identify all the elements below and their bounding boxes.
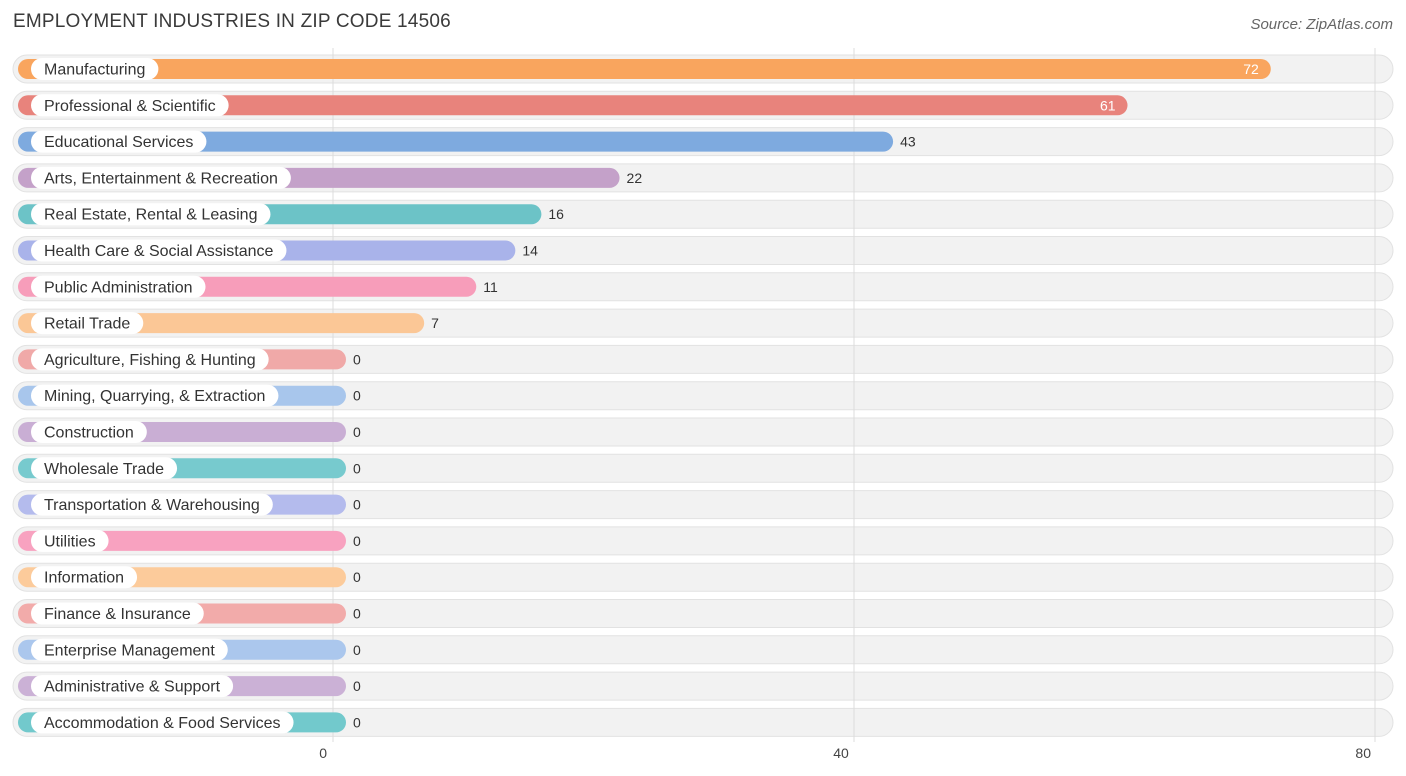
category-label: Retail Trade	[44, 316, 130, 333]
tick-label: 0	[319, 745, 327, 761]
category-label: Real Estate, Rental & Leasing	[44, 207, 257, 224]
row-background	[12, 344, 1394, 374]
row-background	[12, 635, 1394, 665]
value-label: 0	[353, 533, 361, 549]
row-background	[12, 417, 1394, 447]
category-label: Transportation & Warehousing	[44, 497, 260, 514]
value-label: 0	[353, 388, 361, 404]
value-label: 0	[353, 497, 361, 513]
category-label: Construction	[44, 425, 134, 442]
bar-row-mining-quarrying-extraction: Mining, Quarrying, & Extraction 0	[18, 384, 361, 407]
label-pill	[31, 675, 234, 698]
label-pill	[31, 58, 159, 80]
category-label: Finance & Insurance	[44, 606, 191, 623]
value-label: 7	[431, 315, 439, 331]
label-pill	[31, 130, 207, 153]
value-label: 16	[548, 206, 564, 222]
bar-row-health-care-social-assistance: Health Care & Social Assistance 14	[18, 239, 538, 262]
row-background	[12, 490, 1394, 520]
label-pill	[31, 529, 109, 552]
bar-row-accommodation-food-services: Accommodation & Food Services 0	[18, 711, 361, 734]
value-label: 0	[353, 714, 361, 730]
bar	[18, 59, 1271, 79]
tick-label: 80	[1355, 745, 1371, 761]
category-label: Arts, Entertainment & Recreation	[44, 170, 278, 187]
category-label: Manufacturing	[44, 62, 145, 79]
label-pill	[31, 602, 204, 625]
bar-row-construction: Construction 0	[18, 421, 361, 443]
row-background	[12, 381, 1394, 411]
bar-row-retail-trade: Retail Trade 7	[18, 312, 439, 335]
row-background	[12, 562, 1394, 592]
bar-row-finance-insurance: Finance & Insurance 0	[18, 602, 361, 625]
label-pill	[31, 384, 279, 407]
value-label: 14	[522, 243, 538, 259]
category-label: Enterprise Management	[44, 642, 215, 659]
label-pill	[31, 711, 294, 734]
label-pill	[31, 566, 138, 589]
category-label: Wholesale Trade	[44, 461, 164, 478]
bar-row-arts-entertainment-recreation: Arts, Entertainment & Recreation 22	[18, 166, 643, 189]
category-label: Educational Services	[44, 134, 193, 151]
bar-row-enterprise-management: Enterprise Management 0	[18, 638, 361, 661]
bars: Manufacturing 72 Professional & Scientific…	[18, 58, 1271, 734]
label-pill	[31, 239, 287, 262]
bar-row-educational-services: Educational Services 43	[18, 130, 916, 153]
category-label: Public Administration	[44, 279, 193, 296]
label-pill	[31, 94, 229, 117]
x-axis-ticks: 0 40 80	[319, 745, 1371, 761]
bar-row-information: Information 0	[18, 566, 361, 589]
value-label: 72	[1243, 61, 1259, 77]
bar	[18, 95, 1128, 116]
category-label: Utilities	[44, 533, 96, 550]
chart-title: EMPLOYMENT INDUSTRIES IN ZIP CODE 14506	[13, 11, 451, 32]
label-pill	[31, 312, 144, 335]
label-pill	[31, 203, 271, 226]
bar-row-administrative-support: Administrative & Support 0	[18, 675, 361, 698]
label-pill	[31, 275, 206, 298]
tick-label: 40	[833, 745, 849, 761]
row-background	[12, 526, 1394, 556]
value-label: 0	[353, 351, 361, 367]
value-label: 0	[353, 606, 361, 622]
label-pill	[31, 166, 291, 189]
value-label: 0	[353, 424, 361, 440]
label-pill	[31, 638, 228, 661]
bar-row-agriculture-fishing-hunting: Agriculture, Fishing & Hunting 0	[18, 348, 361, 371]
value-label: 0	[353, 460, 361, 476]
bar-row-public-administration: Public Administration 11	[18, 275, 498, 298]
chart-source: Source: ZipAtlas.com	[1250, 16, 1393, 33]
category-label: Information	[44, 570, 124, 587]
value-label: 0	[353, 569, 361, 585]
category-label: Professional & Scientific	[44, 98, 216, 115]
category-label: Accommodation & Food Services	[44, 715, 281, 732]
bar-row-wholesale-trade: Wholesale Trade 0	[18, 457, 361, 480]
bar-row-transportation-warehousing: Transportation & Warehousing 0	[18, 493, 361, 516]
value-label: 0	[353, 678, 361, 694]
bar-row-utilities: Utilities 0	[18, 529, 361, 552]
value-label: 0	[353, 642, 361, 658]
row-background	[12, 671, 1394, 701]
row-background	[12, 453, 1394, 483]
label-pill	[31, 457, 178, 480]
value-label: 11	[483, 279, 498, 295]
label-pill	[31, 348, 269, 371]
bar-row-real-estate-rental-leasing: Real Estate, Rental & Leasing 16	[18, 203, 564, 226]
category-label: Mining, Quarrying, & Extraction	[44, 388, 265, 405]
row-background	[12, 707, 1394, 737]
bar	[18, 131, 894, 152]
category-label: Agriculture, Fishing & Hunting	[44, 352, 256, 369]
value-label: 61	[1100, 97, 1116, 113]
value-label: 43	[900, 134, 916, 150]
label-pill	[31, 421, 147, 443]
bar-row-manufacturing: Manufacturing 72	[18, 58, 1271, 80]
row-background	[12, 599, 1394, 628]
bar-row-professional-scientific: Professional & Scientific 61	[18, 94, 1128, 117]
category-label: Health Care & Social Assistance	[44, 243, 274, 260]
value-label: 22	[627, 170, 643, 186]
label-pill	[31, 493, 273, 516]
category-label: Administrative & Support	[44, 679, 221, 696]
